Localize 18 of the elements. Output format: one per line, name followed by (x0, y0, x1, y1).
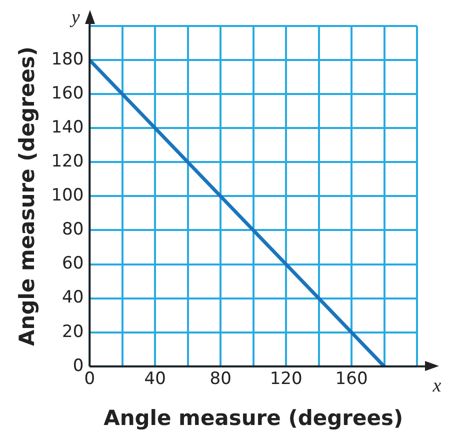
y-tick-label: 0 (72, 356, 84, 376)
y-tick-label: 120 (51, 152, 84, 172)
y-tick-label: 20 (62, 322, 84, 342)
y-tick-label: 160 (51, 84, 84, 104)
x-tick-label: 160 (335, 369, 368, 390)
x-axis-title: Angle measure (degrees) (104, 406, 404, 430)
x-tick-label: 80 (210, 369, 232, 390)
y-axis-title: Angle measure (degrees) (15, 46, 40, 346)
x-tick-label: 40 (144, 369, 166, 390)
y-tick-label: 40 (62, 288, 84, 308)
y-tick-label: 140 (51, 118, 84, 138)
text: x (432, 375, 442, 396)
y-tick-label: 80 (62, 220, 84, 240)
x-tick-label: 120 (270, 369, 302, 390)
text: y (69, 7, 80, 28)
y-tick-label: 100 (51, 186, 84, 206)
y-tick-label: 180 (51, 49, 84, 70)
y-tick-label: 60 (62, 254, 84, 274)
